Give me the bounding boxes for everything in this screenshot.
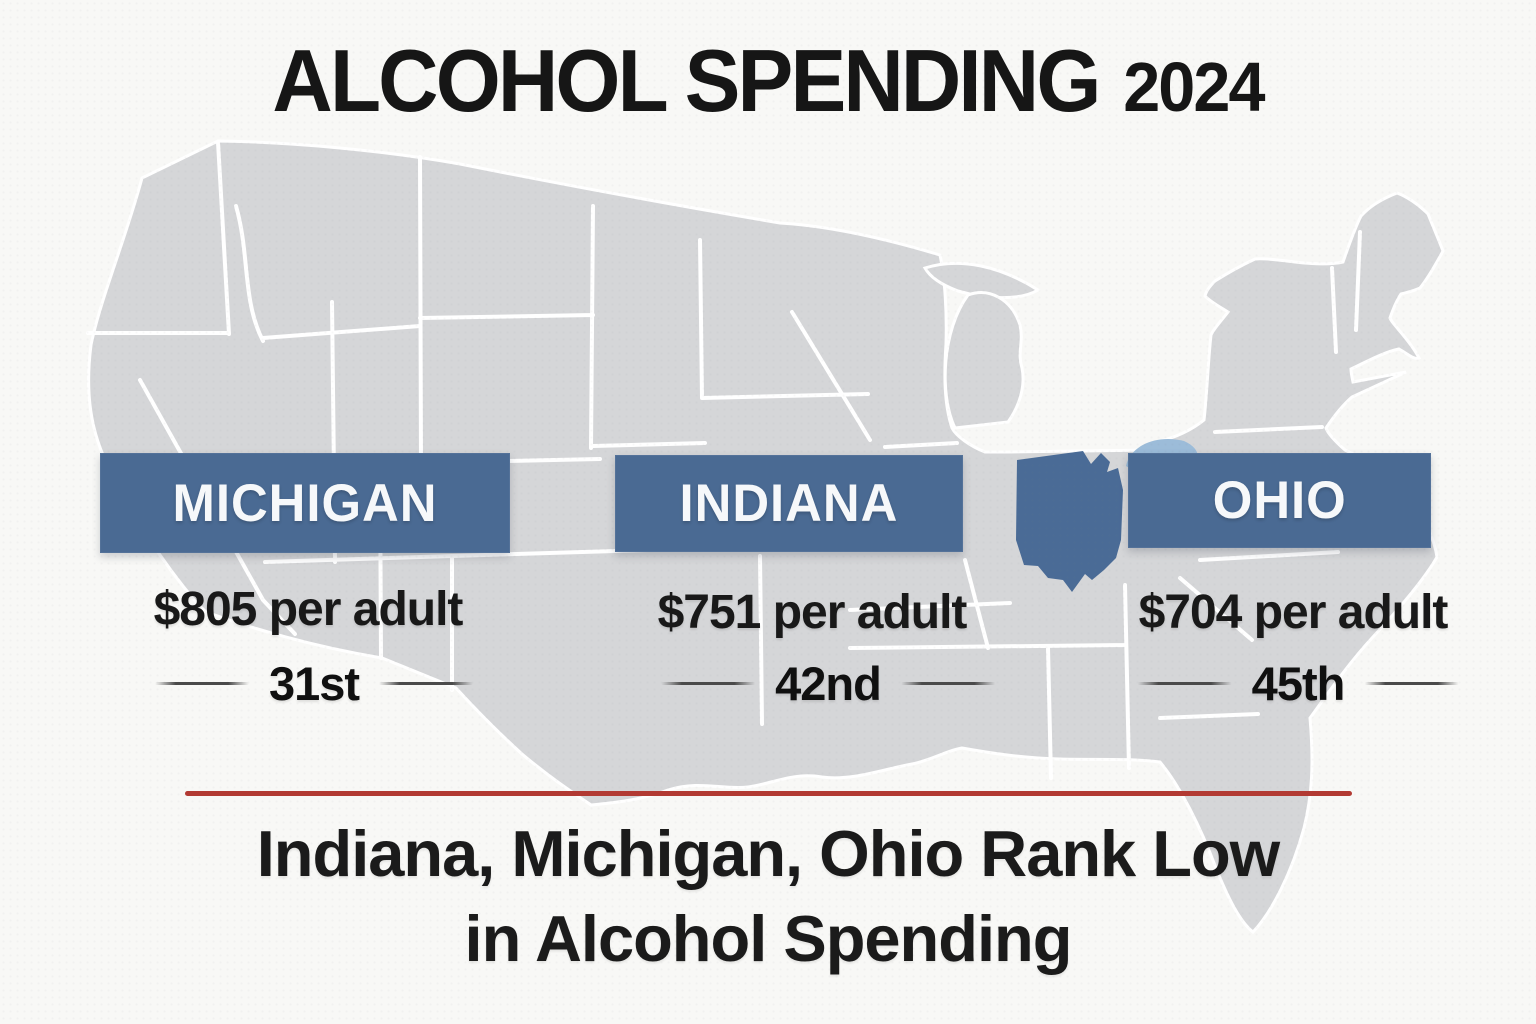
state-label-box-indiana: INDIANA	[615, 455, 963, 552]
rank-divider-line	[154, 682, 249, 685]
rank-michigan-label: 31st	[268, 657, 360, 710]
rank-row-indiana: 42nd	[661, 656, 995, 711]
rank-indiana-label: 42nd	[775, 657, 882, 710]
rank-row-ohio: 45th	[1137, 656, 1459, 711]
headline: Indiana, Michigan, Ohio Rank Low in Alco…	[0, 812, 1536, 981]
page-title: ALCOHOL SPENDING 2024	[38, 30, 1497, 130]
rank-row-michigan: 31st	[154, 656, 474, 711]
rank-divider-line	[900, 682, 995, 685]
state-label-box-ohio: OHIO	[1128, 453, 1431, 548]
rank-divider-line	[379, 682, 474, 685]
rank-divider-line	[1364, 682, 1459, 685]
state-label-indiana: INDIANA	[679, 474, 899, 533]
michigan-mitten	[943, 291, 1025, 430]
spending-value-michigan: $805 per adult	[153, 583, 464, 636]
spending-value-indiana: $751 per adult	[657, 586, 968, 639]
title-year: 2024	[1123, 48, 1265, 126]
state-label-michigan: MICHIGAN	[172, 473, 438, 533]
rank-ohio-label: 45th	[1251, 657, 1346, 710]
headline-line2: in Alcohol Spending	[464, 901, 1073, 975]
michigan-upper-peninsula	[922, 261, 1041, 300]
rank-divider-line	[1137, 682, 1232, 685]
highlighted-ohio-state	[1016, 451, 1123, 592]
rank-divider-line	[661, 682, 756, 685]
spending-value-ohio: $704 per adult	[1138, 586, 1449, 639]
state-borders	[86, 140, 1362, 780]
red-divider-line	[185, 791, 1352, 796]
state-label-ohio: OHIO	[1212, 471, 1347, 530]
state-label-box-michigan: MICHIGAN	[100, 453, 510, 553]
headline-line1: Indiana, Michigan, Ohio Rank Low	[256, 817, 1281, 890]
title-main: ALCOHOL SPENDING	[272, 31, 1101, 130]
